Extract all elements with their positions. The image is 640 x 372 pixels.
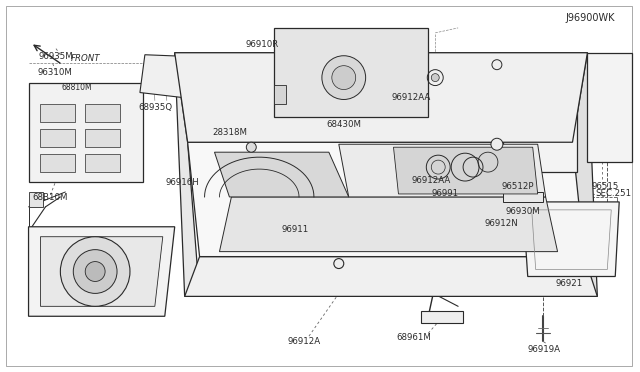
Polygon shape: [339, 144, 546, 197]
Bar: [29, 83, 143, 182]
Bar: [85, 129, 120, 147]
Text: 68430M: 68430M: [326, 120, 361, 129]
Polygon shape: [523, 202, 620, 276]
Polygon shape: [573, 53, 597, 296]
Text: 96921: 96921: [556, 279, 583, 288]
Polygon shape: [29, 227, 175, 316]
Bar: [503, 192, 543, 202]
Text: 68810M: 68810M: [62, 83, 93, 92]
Bar: [40, 129, 76, 147]
Circle shape: [85, 262, 105, 282]
Circle shape: [431, 74, 439, 81]
Text: 96912N: 96912N: [484, 219, 518, 228]
Polygon shape: [588, 53, 632, 162]
Text: 96910R: 96910R: [246, 40, 279, 49]
Text: 96930M: 96930M: [506, 207, 541, 217]
Circle shape: [74, 250, 117, 294]
Bar: [421, 311, 463, 323]
Text: 68B10M: 68B10M: [33, 193, 68, 202]
Bar: [274, 28, 428, 118]
Bar: [40, 154, 76, 172]
Circle shape: [334, 259, 344, 269]
Text: 96911: 96911: [282, 225, 309, 234]
Polygon shape: [40, 237, 163, 306]
Polygon shape: [394, 147, 538, 194]
Polygon shape: [220, 197, 557, 251]
Bar: [274, 84, 286, 105]
Bar: [40, 105, 76, 122]
Polygon shape: [175, 53, 588, 142]
Text: 28318M: 28318M: [212, 128, 247, 137]
Text: SEC.251: SEC.251: [595, 189, 632, 198]
Text: 96912AA: 96912AA: [391, 93, 430, 102]
Text: 96512P: 96512P: [502, 183, 534, 192]
Text: 68935Q: 68935Q: [139, 103, 173, 112]
Circle shape: [491, 138, 503, 150]
Bar: [500, 61, 584, 174]
Text: 96916H: 96916H: [166, 177, 200, 186]
Text: 96991: 96991: [431, 189, 458, 198]
Polygon shape: [214, 152, 349, 197]
Text: 96912A: 96912A: [287, 337, 321, 346]
Polygon shape: [175, 53, 200, 296]
Text: 96912AA: 96912AA: [412, 176, 451, 185]
Circle shape: [332, 66, 356, 90]
Polygon shape: [140, 55, 225, 102]
Polygon shape: [175, 53, 588, 142]
Bar: [29, 192, 44, 207]
Circle shape: [322, 56, 365, 99]
Text: 96935M: 96935M: [38, 52, 73, 61]
Text: J96900WK: J96900WK: [566, 13, 615, 23]
Bar: [85, 154, 120, 172]
Text: 68961M: 68961M: [396, 333, 431, 341]
Text: 96310M: 96310M: [38, 68, 73, 77]
Circle shape: [246, 142, 256, 152]
Polygon shape: [503, 63, 577, 172]
Bar: [85, 105, 120, 122]
Circle shape: [492, 60, 502, 70]
Circle shape: [60, 237, 130, 306]
Polygon shape: [188, 142, 584, 257]
Text: 96515: 96515: [591, 183, 619, 192]
Text: FRONT: FRONT: [70, 54, 100, 63]
Text: 96919A: 96919A: [527, 344, 560, 353]
Polygon shape: [185, 257, 597, 296]
